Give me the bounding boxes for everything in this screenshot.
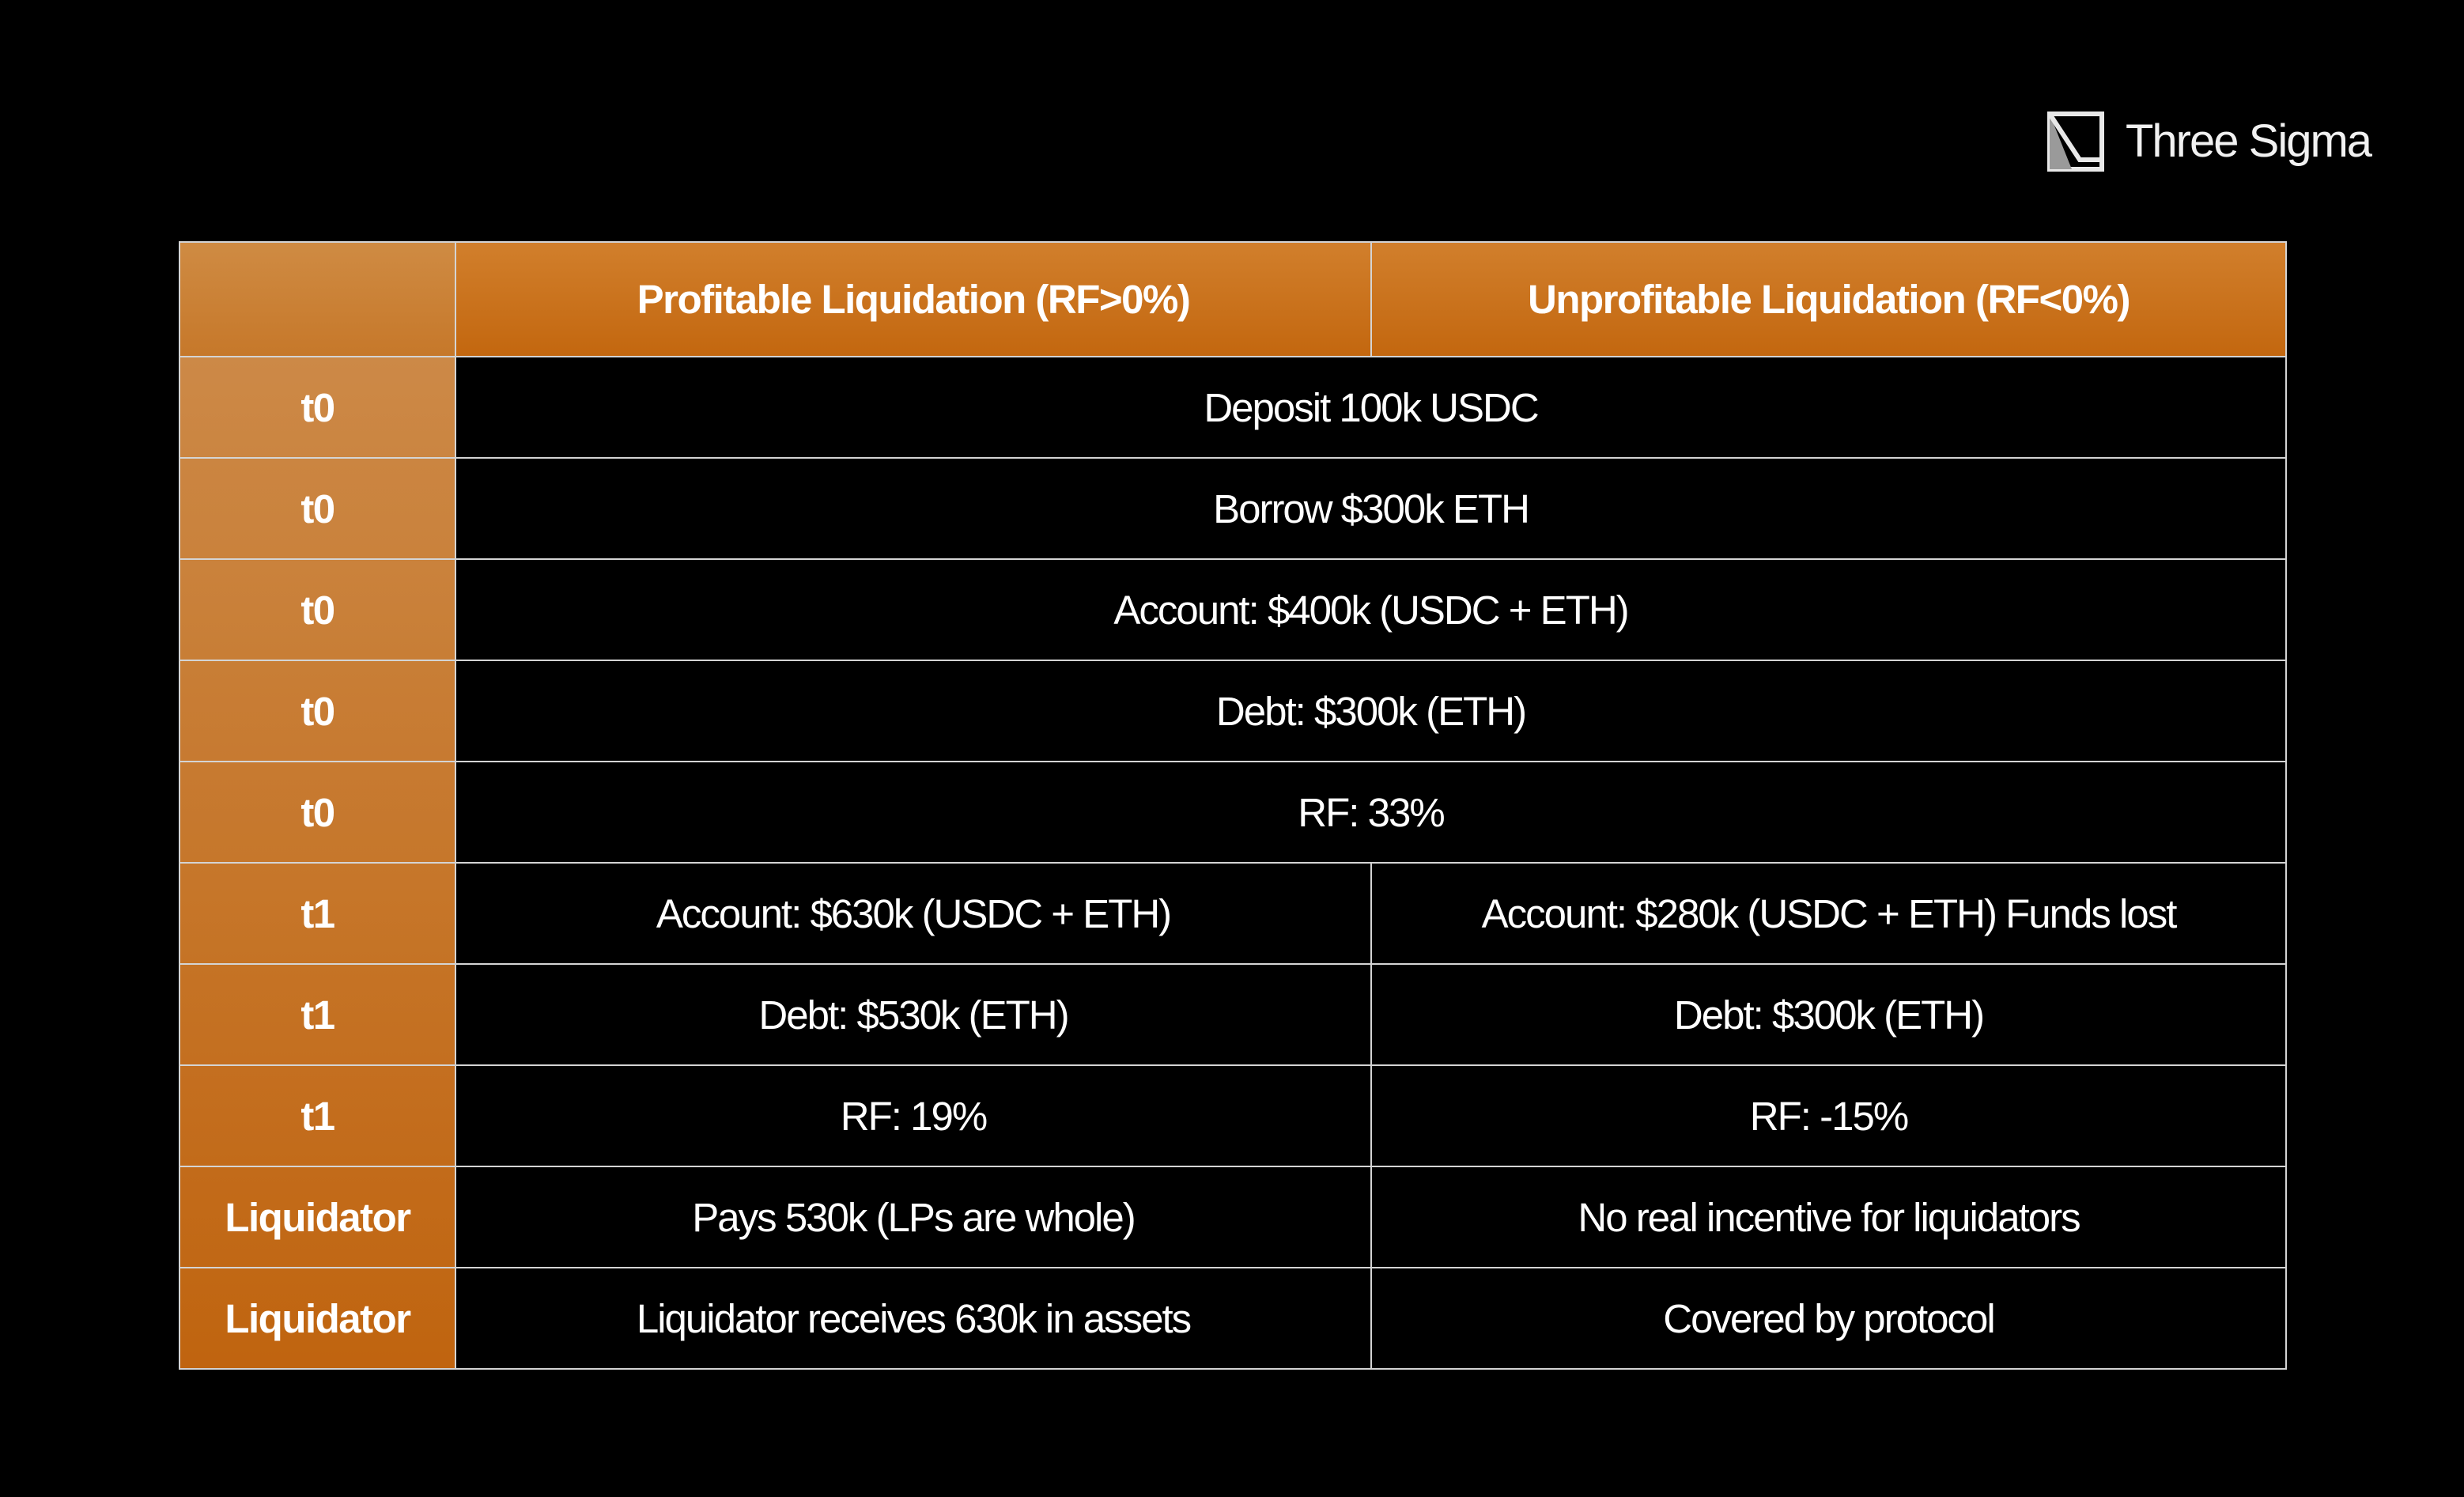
row-header: t1 [179,1064,456,1167]
brand-name: Three Sigma [2126,115,2372,167]
table-row: t1 Account: $630k (USDC + ETH) Account: … [179,862,2287,965]
shared-cell: Borrow $300k ETH [455,457,2287,560]
shared-cell: RF: 33% [455,761,2287,864]
table-row: t1 Debt: $530k (ETH) Debt: $300k (ETH) [179,963,2287,1066]
unprofitable-cell: RF: -15% [1370,1064,2287,1167]
profitable-cell: Debt: $530k (ETH) [455,963,1372,1066]
unprofitable-cell: Account: $280k (USDC + ETH) Funds lost [1370,862,2287,965]
column-header-unprofitable: Unprofitable Liquidation (RF<0%) [1370,241,2287,357]
row-header: t1 [179,963,456,1066]
profitable-cell: Liquidator receives 630k in assets [455,1267,1372,1370]
row-header: t0 [179,457,456,560]
row-header: t0 [179,660,456,762]
unprofitable-cell: No real incentive for liquidators [1370,1166,2287,1268]
table-header-row: Profitable Liquidation (RF>0%) Unprofita… [179,241,2287,357]
row-header: t0 [179,356,456,459]
unprofitable-cell: Covered by protocol [1370,1267,2287,1370]
liquidation-comparison-table: Profitable Liquidation (RF>0%) Unprofita… [179,241,2287,1370]
table-row: Liquidator Liquidator receives 630k in a… [179,1267,2287,1370]
profitable-cell: Account: $630k (USDC + ETH) [455,862,1372,965]
unprofitable-cell: Debt: $300k (ETH) [1370,963,2287,1066]
row-header: t0 [179,558,456,661]
profitable-cell: Pays 530k (LPs are whole) [455,1166,1372,1268]
profitable-cell: RF: 19% [455,1064,1372,1167]
shared-cell: Debt: $300k (ETH) [455,660,2287,762]
shared-cell: Account: $400k (USDC + ETH) [455,558,2287,661]
table-row: t0 Borrow $300k ETH [179,457,2287,560]
three-sigma-logo-icon [2047,112,2104,172]
row-header: t1 [179,862,456,965]
row-header: Liquidator [179,1267,456,1370]
table-row: t0 Debt: $300k (ETH) [179,660,2287,762]
table-row: t0 RF: 33% [179,761,2287,864]
table-row: Liquidator Pays 530k (LPs are whole) No … [179,1166,2287,1268]
row-header: Liquidator [179,1166,456,1268]
table-row: t1 RF: 19% RF: -15% [179,1064,2287,1167]
table-corner-cell [179,241,456,357]
brand-logo: Three Sigma [2043,109,2372,174]
row-header: t0 [179,761,456,864]
table-row: t0 Deposit 100k USDC [179,356,2287,459]
shared-cell: Deposit 100k USDC [455,356,2287,459]
column-header-profitable: Profitable Liquidation (RF>0%) [455,241,1372,357]
table-row: t0 Account: $400k (USDC + ETH) [179,558,2287,661]
